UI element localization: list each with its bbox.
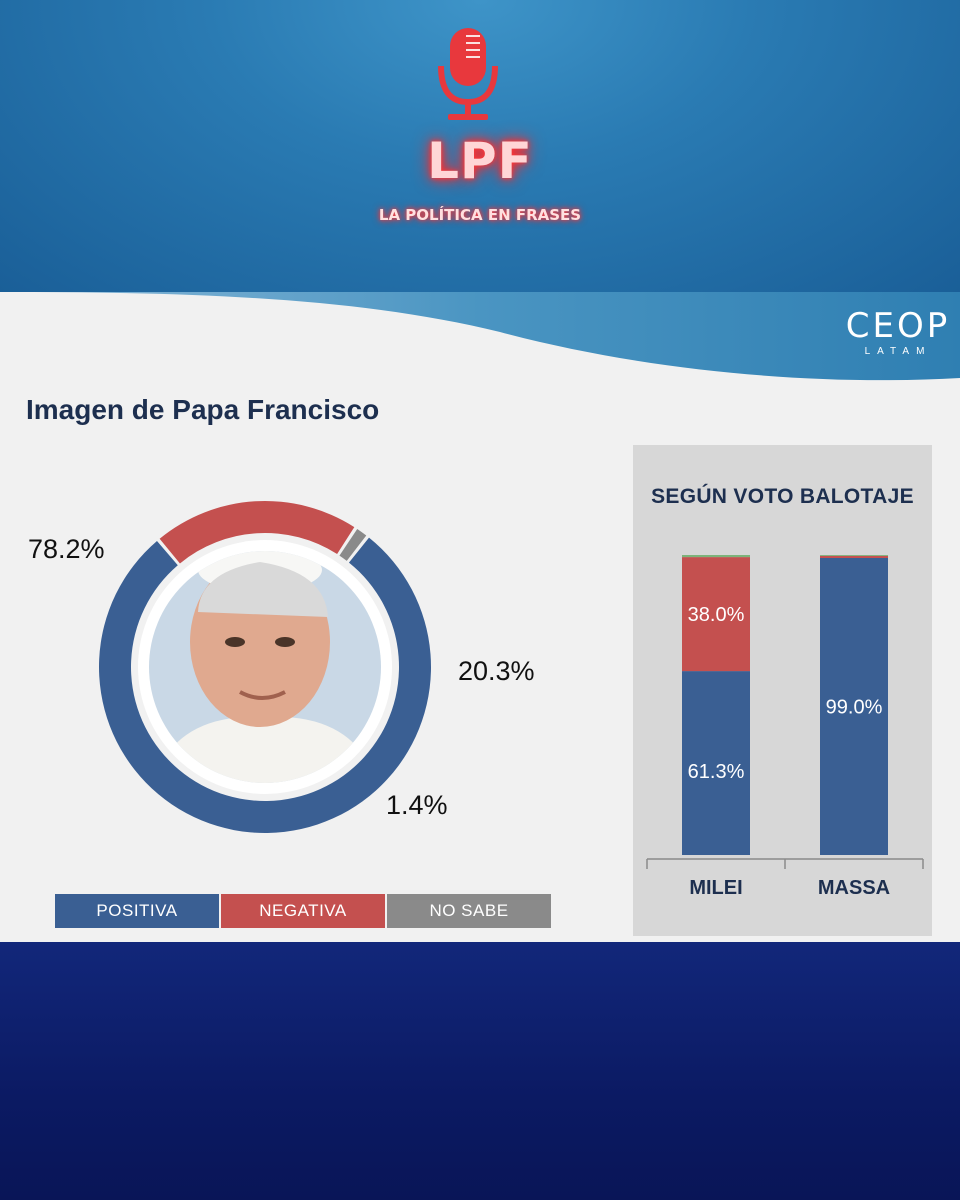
legend-no-sabe: NO SABE xyxy=(387,894,551,928)
footer-background xyxy=(0,942,960,1200)
bar-label-massa-positiva: 99.0% xyxy=(826,697,883,719)
positiva-value-label: 78.2% xyxy=(28,534,105,564)
microphone-icon xyxy=(438,28,498,120)
balotaje-chart-box: SEGÚN VOTO BALOTAJE 61.3% 38.0% 99.0% MILE… xyxy=(633,445,932,936)
chart-title: Imagen de Papa Francisco xyxy=(26,394,380,425)
category-label-milei: MILEI xyxy=(689,877,743,899)
balotaje-chart-title: SEGÚN VOTO BALOTAJE xyxy=(651,485,914,508)
donut-slice-negativa xyxy=(159,501,355,564)
stacked-bar-chart: 61.3% 38.0% 99.0% xyxy=(646,555,924,869)
bar-milei-no-sabe xyxy=(682,555,750,558)
bar-milei-positiva xyxy=(682,671,750,855)
bar-label-milei-positiva: 61.3% xyxy=(688,761,745,783)
chart-panel: CEOP LATAM Imagen de Papa Francisco 78.2… xyxy=(0,292,960,942)
no-sabe-value-label: 1.4% xyxy=(386,790,448,820)
donut-chart xyxy=(98,501,432,833)
legend: POSITIVA NEGATIVA NO SABE xyxy=(55,894,553,928)
category-label-massa: MASSA xyxy=(817,877,891,899)
bar-massa-no-sabe xyxy=(820,555,888,556)
legend-negativa: NEGATIVA xyxy=(221,894,385,928)
logo-sub: LATAM xyxy=(864,346,932,357)
header-wave xyxy=(0,292,960,381)
bar-milei-negativa xyxy=(682,557,750,672)
brand-tagline: LA POLÍTICA EN FRASES xyxy=(378,206,582,224)
legend-positiva: POSITIVA xyxy=(55,894,219,928)
ceop-logo: CEOP LATAM xyxy=(842,306,954,358)
donut-slice-no-sabe xyxy=(339,528,367,561)
negativa-value-label: 20.3% xyxy=(458,656,535,686)
brand-name: LPF xyxy=(427,132,533,190)
bar-massa-positiva xyxy=(820,558,888,855)
header-banner: LPF LA POLÍTICA EN FRASES xyxy=(0,0,960,292)
bar-label-milei-negativa: 38.0% xyxy=(688,604,745,626)
bar-massa-negativa xyxy=(820,555,888,558)
logo-main: CEOP xyxy=(845,306,951,346)
